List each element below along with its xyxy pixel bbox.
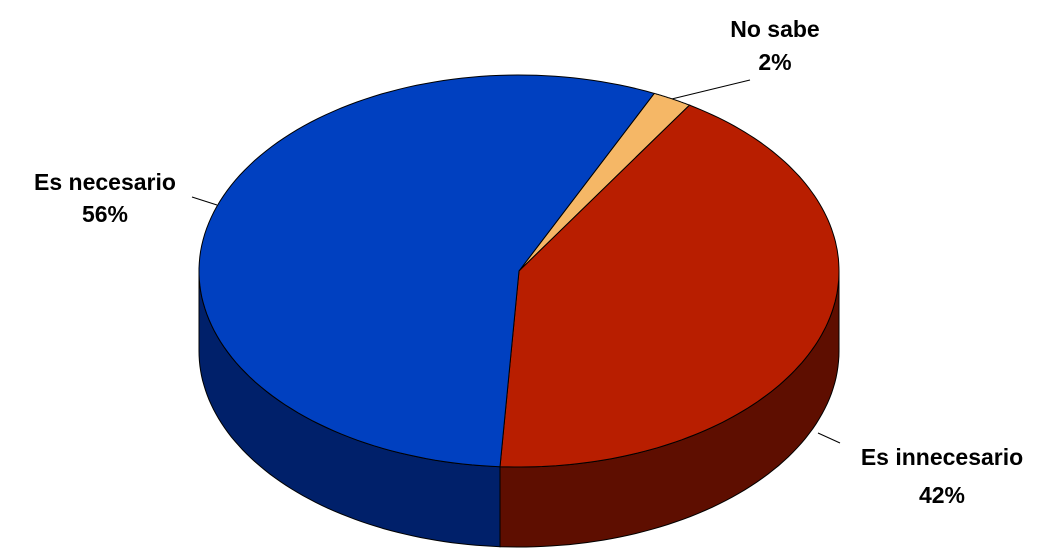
value-es-necesario: 56% (82, 201, 128, 227)
value-no-sabe: 2% (758, 49, 791, 75)
label-no-sabe: No sabe (730, 16, 819, 42)
leader-es-necesario (191, 196, 218, 206)
label-es-innecesario: Es innecesario (861, 444, 1023, 470)
leader-es-innecesario (817, 432, 841, 444)
label-es-necesario: Es necesario (34, 169, 176, 195)
slice-es-innecesario (499, 104, 840, 468)
leader-no-sabe (672, 79, 751, 100)
leader-lines (191, 79, 841, 444)
slice-es-necesario (198, 74, 656, 468)
value-es-innecesario: 42% (919, 482, 965, 508)
pie-top-layer (198, 74, 840, 468)
